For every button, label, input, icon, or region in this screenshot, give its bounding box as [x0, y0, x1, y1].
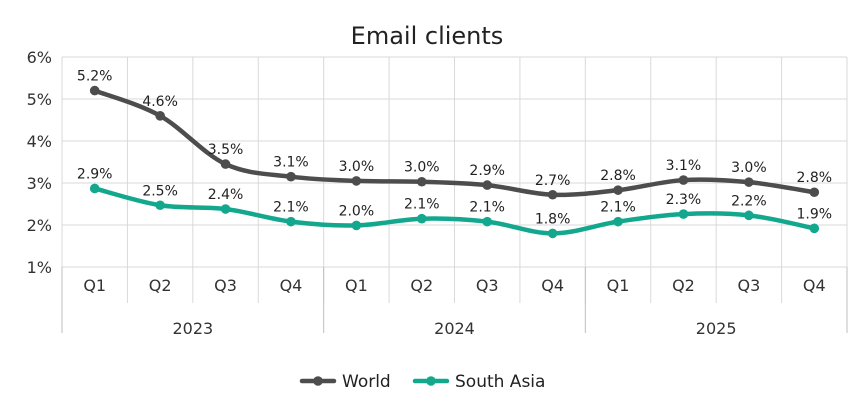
chart-title: Email clients: [351, 22, 504, 50]
data-label-south-asia: 2.3%: [666, 192, 702, 208]
point-south-asia: [809, 223, 820, 234]
point-world: [482, 180, 493, 190]
year-label: 2024: [434, 319, 475, 338]
y-tick-label: 3%: [27, 174, 52, 193]
quarter-label: Q1: [607, 276, 630, 295]
y-tick-label: 4%: [27, 132, 52, 151]
y-tick-label: 6%: [27, 48, 52, 67]
data-label-world: 3.1%: [666, 158, 702, 174]
data-label-south-asia: 2.4%: [208, 187, 244, 203]
year-label: 2025: [696, 319, 737, 338]
year-label: 2023: [172, 319, 213, 338]
data-label-world: 3.0%: [339, 159, 375, 175]
legend-marker-south-asia: [426, 376, 436, 386]
quarter-label: Q1: [83, 276, 106, 295]
point-world: [678, 175, 689, 185]
data-label-south-asia: 2.9%: [77, 166, 113, 182]
data-label-world: 3.5%: [208, 142, 244, 158]
quarter-label: Q2: [410, 276, 433, 295]
data-label-world: 2.9%: [469, 163, 505, 179]
point-south-asia: [482, 216, 493, 227]
point-world: [547, 189, 558, 200]
data-label-world: 3.0%: [404, 160, 440, 176]
data-label-south-asia: 2.1%: [600, 200, 636, 216]
category-axis: Q1 Q2 Q3 Q4 Q1 Q2 Q3 Q4 Q1 Q2 Q3 Q4 2023 2024 2025: [61, 267, 848, 338]
y-tick-label: 1%: [27, 258, 52, 277]
point-south-asia: [613, 216, 623, 227]
data-label-south-asia: 1.9%: [797, 206, 833, 222]
data-label-world: 3.0%: [731, 160, 767, 176]
series-line-world: [92, 88, 817, 198]
quarter-label: Q3: [214, 276, 237, 295]
grid: [61, 56, 848, 268]
y-tick-label: 2%: [27, 216, 52, 235]
point-world: [351, 176, 362, 186]
point-south-asia: [678, 209, 689, 219]
quarter-label: Q2: [672, 276, 695, 295]
point-world: [155, 111, 165, 121]
data-labels: 5.2% 4.6% 3.5% 3.1% 3.0% 3.0% 2.9% 2.7% 2.8% 3.1%…: [77, 69, 832, 228]
data-label-world: 2.8%: [600, 168, 636, 184]
legend-label-south-asia: South Asia: [455, 372, 545, 392]
legend-marker-world: [313, 376, 323, 386]
point-world: [220, 159, 231, 169]
point-south-asia: [220, 204, 231, 214]
legend: World South Asia: [299, 372, 545, 392]
quarter-label: Q4: [541, 276, 564, 295]
quarter-label: Q3: [737, 276, 760, 295]
quarter-label: Q3: [476, 276, 499, 295]
point-world: [416, 176, 427, 187]
data-label-world: 3.1%: [273, 155, 309, 171]
point-world: [89, 85, 100, 96]
data-label-world: 4.6%: [142, 94, 178, 110]
quarter-label: Q2: [149, 276, 172, 295]
point-south-asia: [547, 228, 558, 239]
quarter-label: Q4: [280, 276, 303, 295]
point-world: [744, 177, 754, 187]
quarter-label: Q1: [345, 276, 368, 295]
data-label-world: 2.8%: [797, 170, 833, 186]
point-south-asia: [416, 213, 427, 224]
series-lines: [89, 85, 820, 239]
data-label-south-asia: 2.1%: [469, 200, 505, 216]
data-label-south-asia: 2.2%: [731, 193, 767, 209]
series-line-south-asia: [92, 186, 817, 236]
data-label-south-asia: 2.1%: [404, 197, 440, 213]
point-south-asia: [744, 210, 754, 221]
legend-label-world: World: [342, 372, 391, 392]
y-axis-ticks: 1% 2% 3% 4% 5% 6%: [27, 48, 52, 277]
data-label-south-asia: 2.0%: [339, 203, 375, 219]
point-south-asia: [89, 183, 100, 194]
data-label-south-asia: 2.5%: [142, 183, 178, 199]
point-south-asia: [155, 200, 165, 211]
point-south-asia: [286, 216, 296, 227]
point-south-asia: [351, 220, 362, 231]
data-label-south-asia: 1.8%: [535, 211, 571, 227]
data-label-world: 5.2%: [77, 69, 113, 85]
y-tick-label: 5%: [27, 90, 52, 109]
point-world: [286, 171, 296, 182]
point-world: [613, 185, 623, 195]
point-world: [809, 187, 820, 198]
quarter-label: Q4: [803, 276, 826, 295]
data-label-world: 2.7%: [535, 173, 571, 189]
data-label-south-asia: 2.1%: [273, 200, 309, 216]
